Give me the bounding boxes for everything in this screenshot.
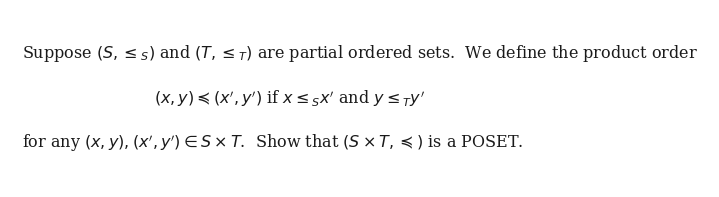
Text: for any $(x,y), (x',y') \in S \times T$.  Show that $(S \times T, \preceq)$ is a: for any $(x,y), (x',y') \in S \times T$.… [22,132,523,154]
Text: Suppose $(S, \leq_S)$ and $(T, \leq_T)$ are partial ordered sets.  We define the: Suppose $(S, \leq_S)$ and $(T, \leq_T)$ … [22,43,698,64]
Text: $(x,y) \preceq (x',y')$ if $x \leq_S x'$ and $y \leq_T y'$: $(x,y) \preceq (x',y')$ if $x \leq_S x'$… [154,88,425,109]
